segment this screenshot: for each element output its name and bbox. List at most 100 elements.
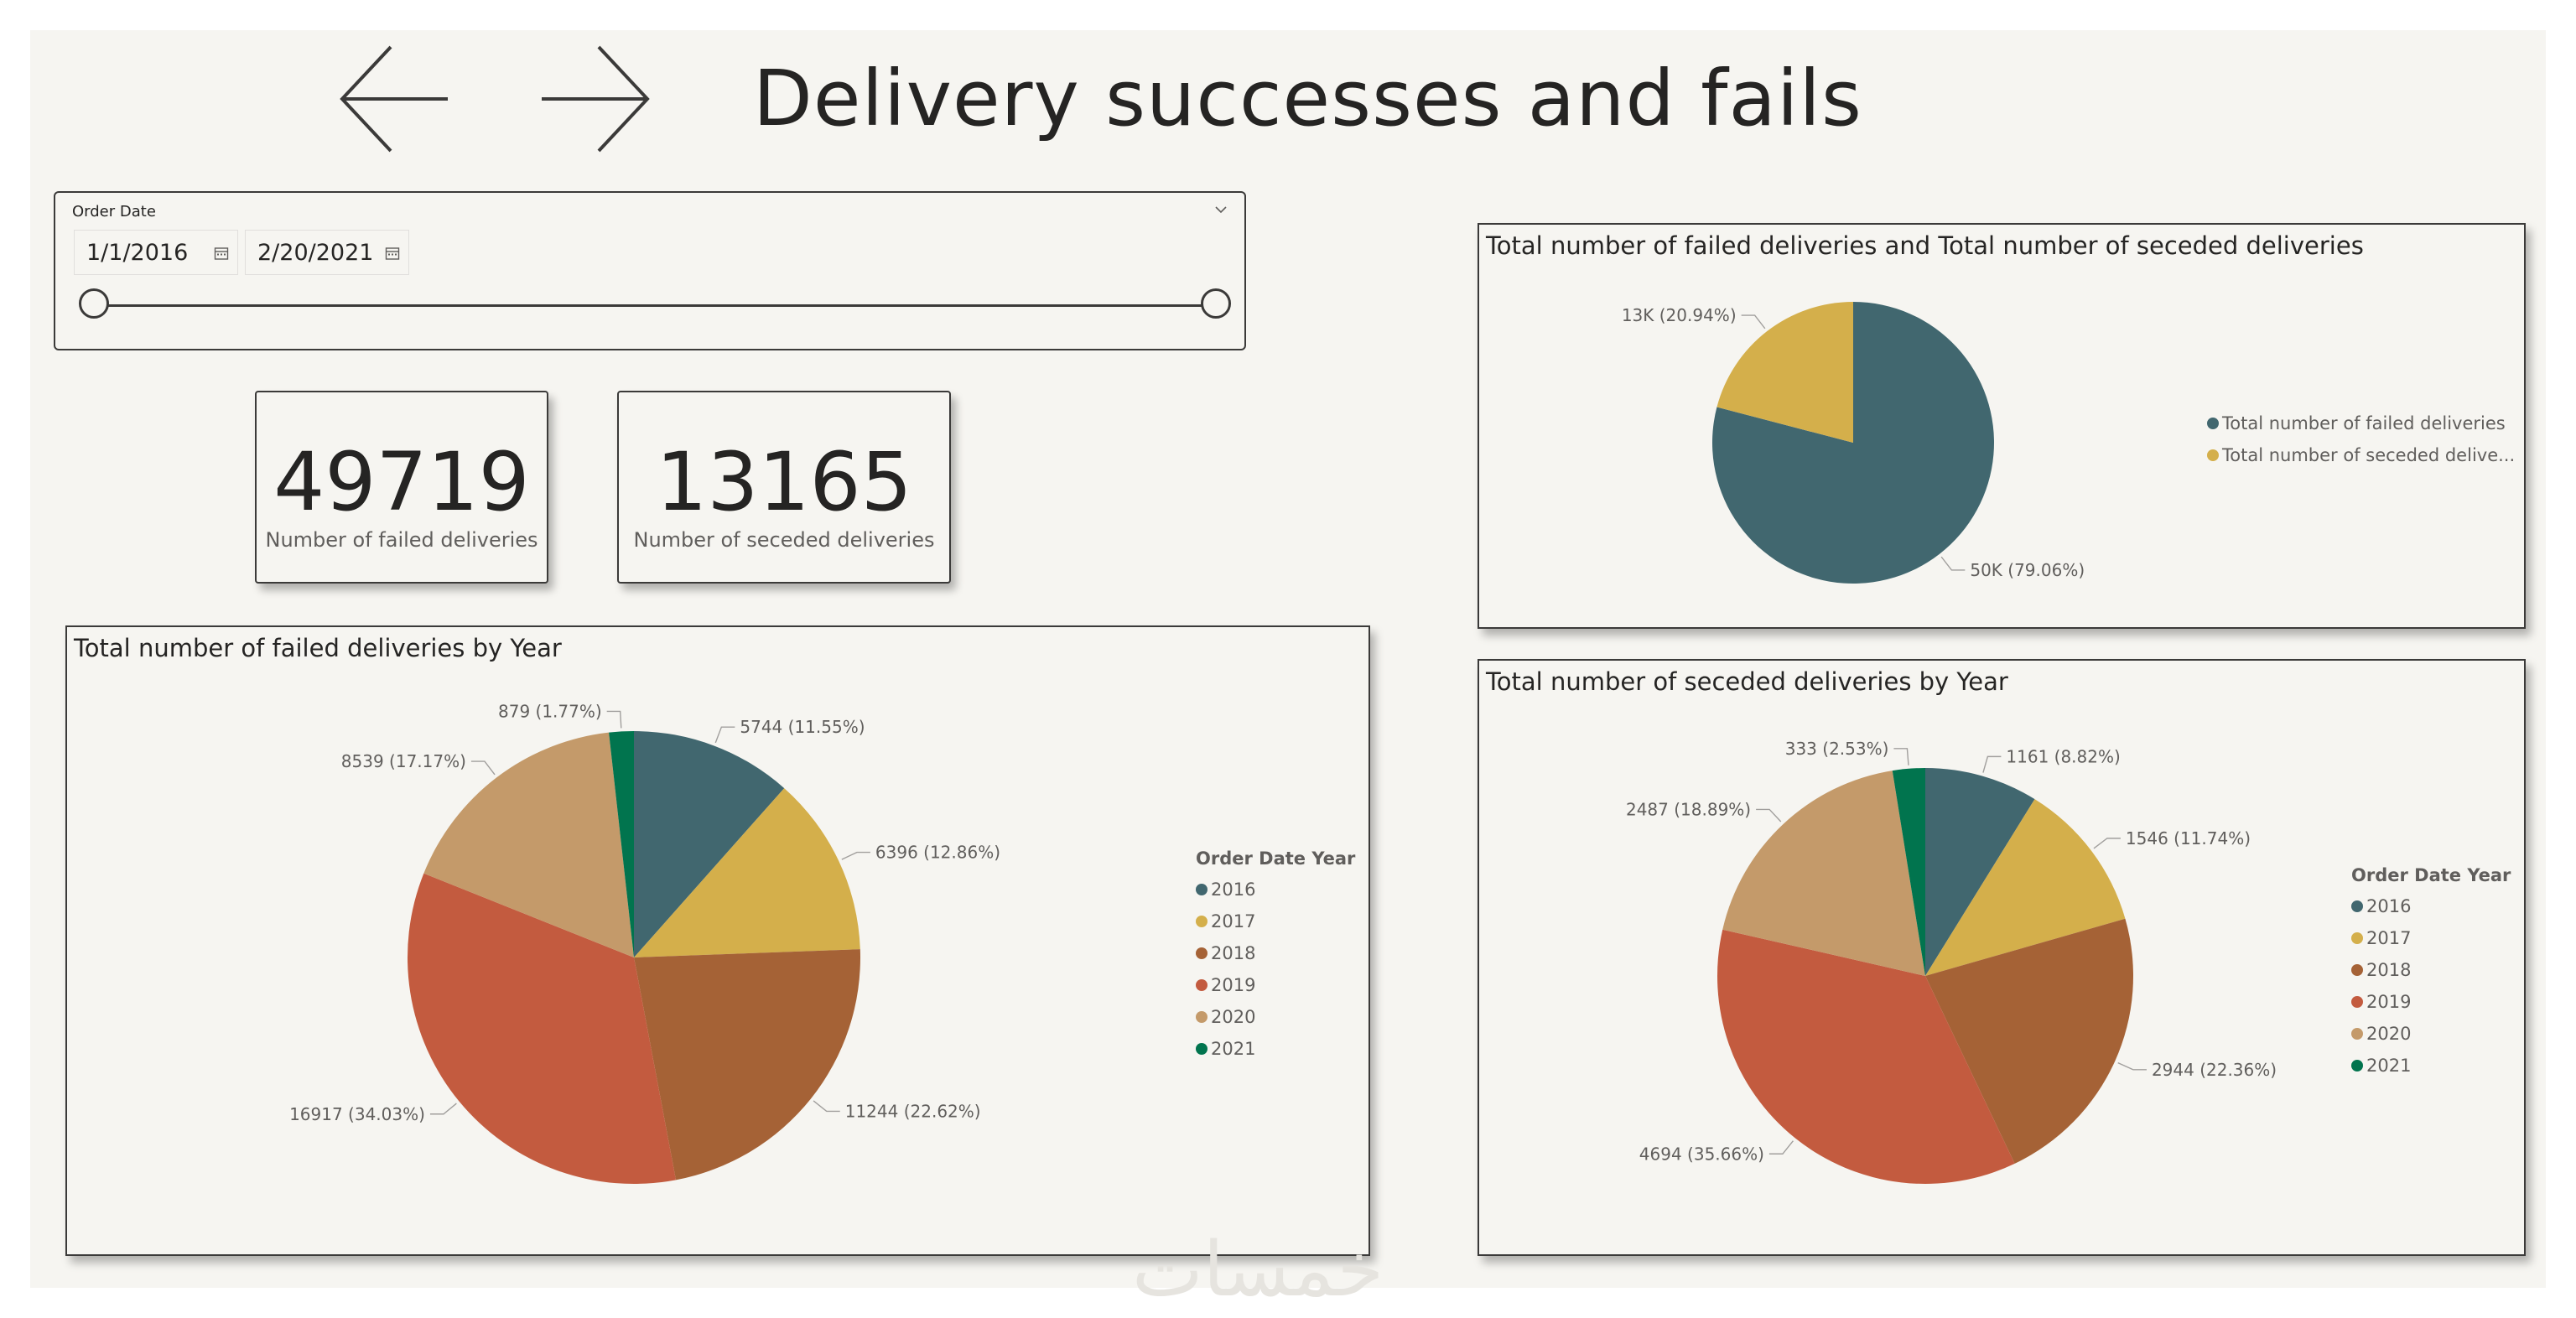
data-label: 1546 (11.74%)	[2126, 828, 2251, 848]
legend-label: 2021	[1211, 1039, 1256, 1059]
legend-dot-icon	[1196, 947, 1208, 959]
legend-label: Total number of seceded delive...	[2222, 445, 2516, 465]
legend-item[interactable]: 2021	[1196, 1033, 1355, 1065]
pie-slice-2019[interactable]	[407, 873, 677, 1184]
legend-item[interactable]: 2018	[1196, 937, 1355, 969]
legend-item[interactable]: 2016	[2351, 890, 2511, 922]
legend-item[interactable]: 2020	[1196, 1001, 1355, 1033]
start-date-handle[interactable]	[79, 288, 109, 319]
legend-item[interactable]: 2017	[2351, 922, 2511, 954]
data-label: 5744 (11.55%)	[740, 717, 865, 737]
legend-dot-icon	[1196, 1011, 1208, 1023]
chart-legend: Order Date Year 2016 2017 2018 2019 2020 2021	[1196, 848, 1355, 1065]
data-label-leader	[606, 710, 622, 729]
legend-label: 2016	[2366, 896, 2412, 916]
legend-item[interactable]: Total number of seceded delive...	[2207, 439, 2515, 471]
failed-by-year-pie: 5744 (11.55%) 6396 (12.86%) 11244 (22.62%)…	[289, 701, 1000, 1184]
data-label: 333 (2.53%)	[1785, 739, 1889, 759]
failed-deliveries-card: 49719 Number of failed deliveries	[255, 391, 548, 584]
forward-arrow-icon[interactable]	[537, 42, 654, 156]
data-label: 2944 (22.36%)	[2152, 1060, 2277, 1080]
legend-dot-icon	[2351, 1028, 2363, 1040]
data-label: 8539 (17.17%)	[341, 751, 466, 771]
legend-item[interactable]: 2019	[1196, 969, 1355, 1001]
seceded-by-year-chart: Total number of seceded deliveries by Ye…	[1478, 659, 2526, 1256]
legend-item[interactable]: 2019	[2351, 986, 2511, 1018]
calendar-icon[interactable]	[385, 246, 400, 261]
end-date-value: 2/20/2021	[257, 240, 374, 266]
legend-label: 2017	[2366, 928, 2412, 948]
data-label-leader	[1982, 755, 2002, 773]
pie-slice-2017[interactable]	[634, 788, 860, 957]
seceded-by-year-pie: 1161 (8.82%) 1546 (11.74%) 2944 (22.36%) 46…	[1626, 739, 2277, 1184]
data-label: 2487 (18.89%)	[1626, 799, 1751, 819]
legend-dot-icon	[2351, 1060, 2363, 1072]
failed-vs-seceded-pie: 50K (79.06%) 13K (20.94%)	[1622, 302, 2085, 584]
seceded-deliveries-value: 13165	[656, 435, 912, 529]
failed-by-year-chart: Total number of failed deliveries by Yea…	[65, 625, 1370, 1256]
data-label-leader	[429, 1103, 457, 1115]
legend-label: Total number of failed deliveries	[2222, 413, 2506, 433]
pie-slice-2016[interactable]	[1925, 768, 2035, 976]
data-label: 6396 (12.86%)	[875, 843, 1000, 863]
legend-item[interactable]: 2016	[1196, 874, 1355, 905]
data-label-leader	[1940, 556, 1966, 571]
pie-slice-2021[interactable]	[1892, 768, 1925, 976]
pie-slice-2016[interactable]	[634, 731, 785, 957]
legend-dot-icon	[2351, 996, 2363, 1008]
data-label-leader	[714, 726, 735, 744]
legend-dot-icon	[2351, 932, 2363, 944]
pie-slice-2018[interactable]	[1925, 918, 2133, 1164]
data-label-leader	[2093, 838, 2121, 849]
slicer-label: Order Date	[72, 203, 156, 221]
data-label-leader	[470, 760, 496, 776]
legend-dot-icon	[2351, 964, 2363, 976]
seceded-deliveries-caption: Number of seceded deliveries	[633, 528, 935, 552]
legend-label: 2020	[1211, 1007, 1256, 1027]
failed-deliveries-value: 49719	[273, 435, 530, 529]
legend-item[interactable]: 2017	[1196, 905, 1355, 937]
legend-item[interactable]: 2021	[2351, 1050, 2511, 1082]
start-date-input[interactable]: 1/1/2016	[74, 230, 238, 275]
start-date-value: 1/1/2016	[86, 240, 189, 266]
data-label: 1161 (8.82%)	[2006, 746, 2120, 766]
pie-slice-2019[interactable]	[1717, 929, 2015, 1184]
data-label: 50K (79.06%)	[1970, 560, 2085, 580]
watermark: خمسات	[1132, 1226, 1384, 1314]
pie-slice-2021[interactable]	[609, 731, 634, 957]
legend-item[interactable]: Total number of failed deliveries	[2207, 407, 2515, 439]
chart-legend: Order Date Year 2016 2017 2018 2019 2020 2021	[2351, 865, 2511, 1082]
legend-label: 2019	[2366, 992, 2412, 1012]
data-label-leader	[1741, 314, 1766, 330]
data-label: 13K (20.94%)	[1622, 305, 1737, 325]
legend-label: 2016	[1211, 880, 1256, 900]
legend-label: 2019	[1211, 975, 1256, 995]
legend-item[interactable]: 2018	[2351, 954, 2511, 986]
failed-deliveries-caption: Number of failed deliveries	[265, 528, 538, 552]
legend-item[interactable]: 2020	[2351, 1018, 2511, 1050]
data-label: 4694 (35.66%)	[1639, 1144, 1764, 1164]
back-arrow-icon[interactable]	[335, 42, 453, 156]
legend-title: Order Date Year	[1196, 848, 1356, 869]
pie-slice-total-number-of-seceded-delive[interactable]	[1716, 302, 1853, 443]
legend-dot-icon	[2351, 900, 2363, 912]
data-label-leader	[2117, 1061, 2147, 1071]
pie-slice-2017[interactable]	[1925, 799, 2126, 976]
legend-label: 2018	[2366, 960, 2412, 980]
order-date-slicer: Order Date 1/1/2016 2/20/2021	[54, 191, 1246, 350]
page-title: Delivery successes and fails	[753, 54, 1862, 143]
date-range-track[interactable]	[94, 304, 1213, 307]
end-date-handle[interactable]	[1201, 288, 1231, 319]
pie-slice-2020[interactable]	[423, 732, 634, 957]
legend-dot-icon	[2207, 449, 2219, 461]
chart-legend: Total number of failed deliveries Total n…	[2207, 407, 2515, 471]
legend-dot-icon	[2207, 418, 2219, 429]
pie-slice-2020[interactable]	[1722, 771, 1925, 976]
end-date-input[interactable]: 2/20/2021	[245, 230, 409, 275]
pie-slice-2018[interactable]	[634, 949, 860, 1180]
data-label: 16917 (34.03%)	[289, 1104, 425, 1124]
data-label-leader	[841, 851, 870, 860]
calendar-icon[interactable]	[214, 246, 229, 261]
legend-label: 2017	[1211, 911, 1256, 931]
chevron-down-icon[interactable]	[1213, 201, 1229, 218]
